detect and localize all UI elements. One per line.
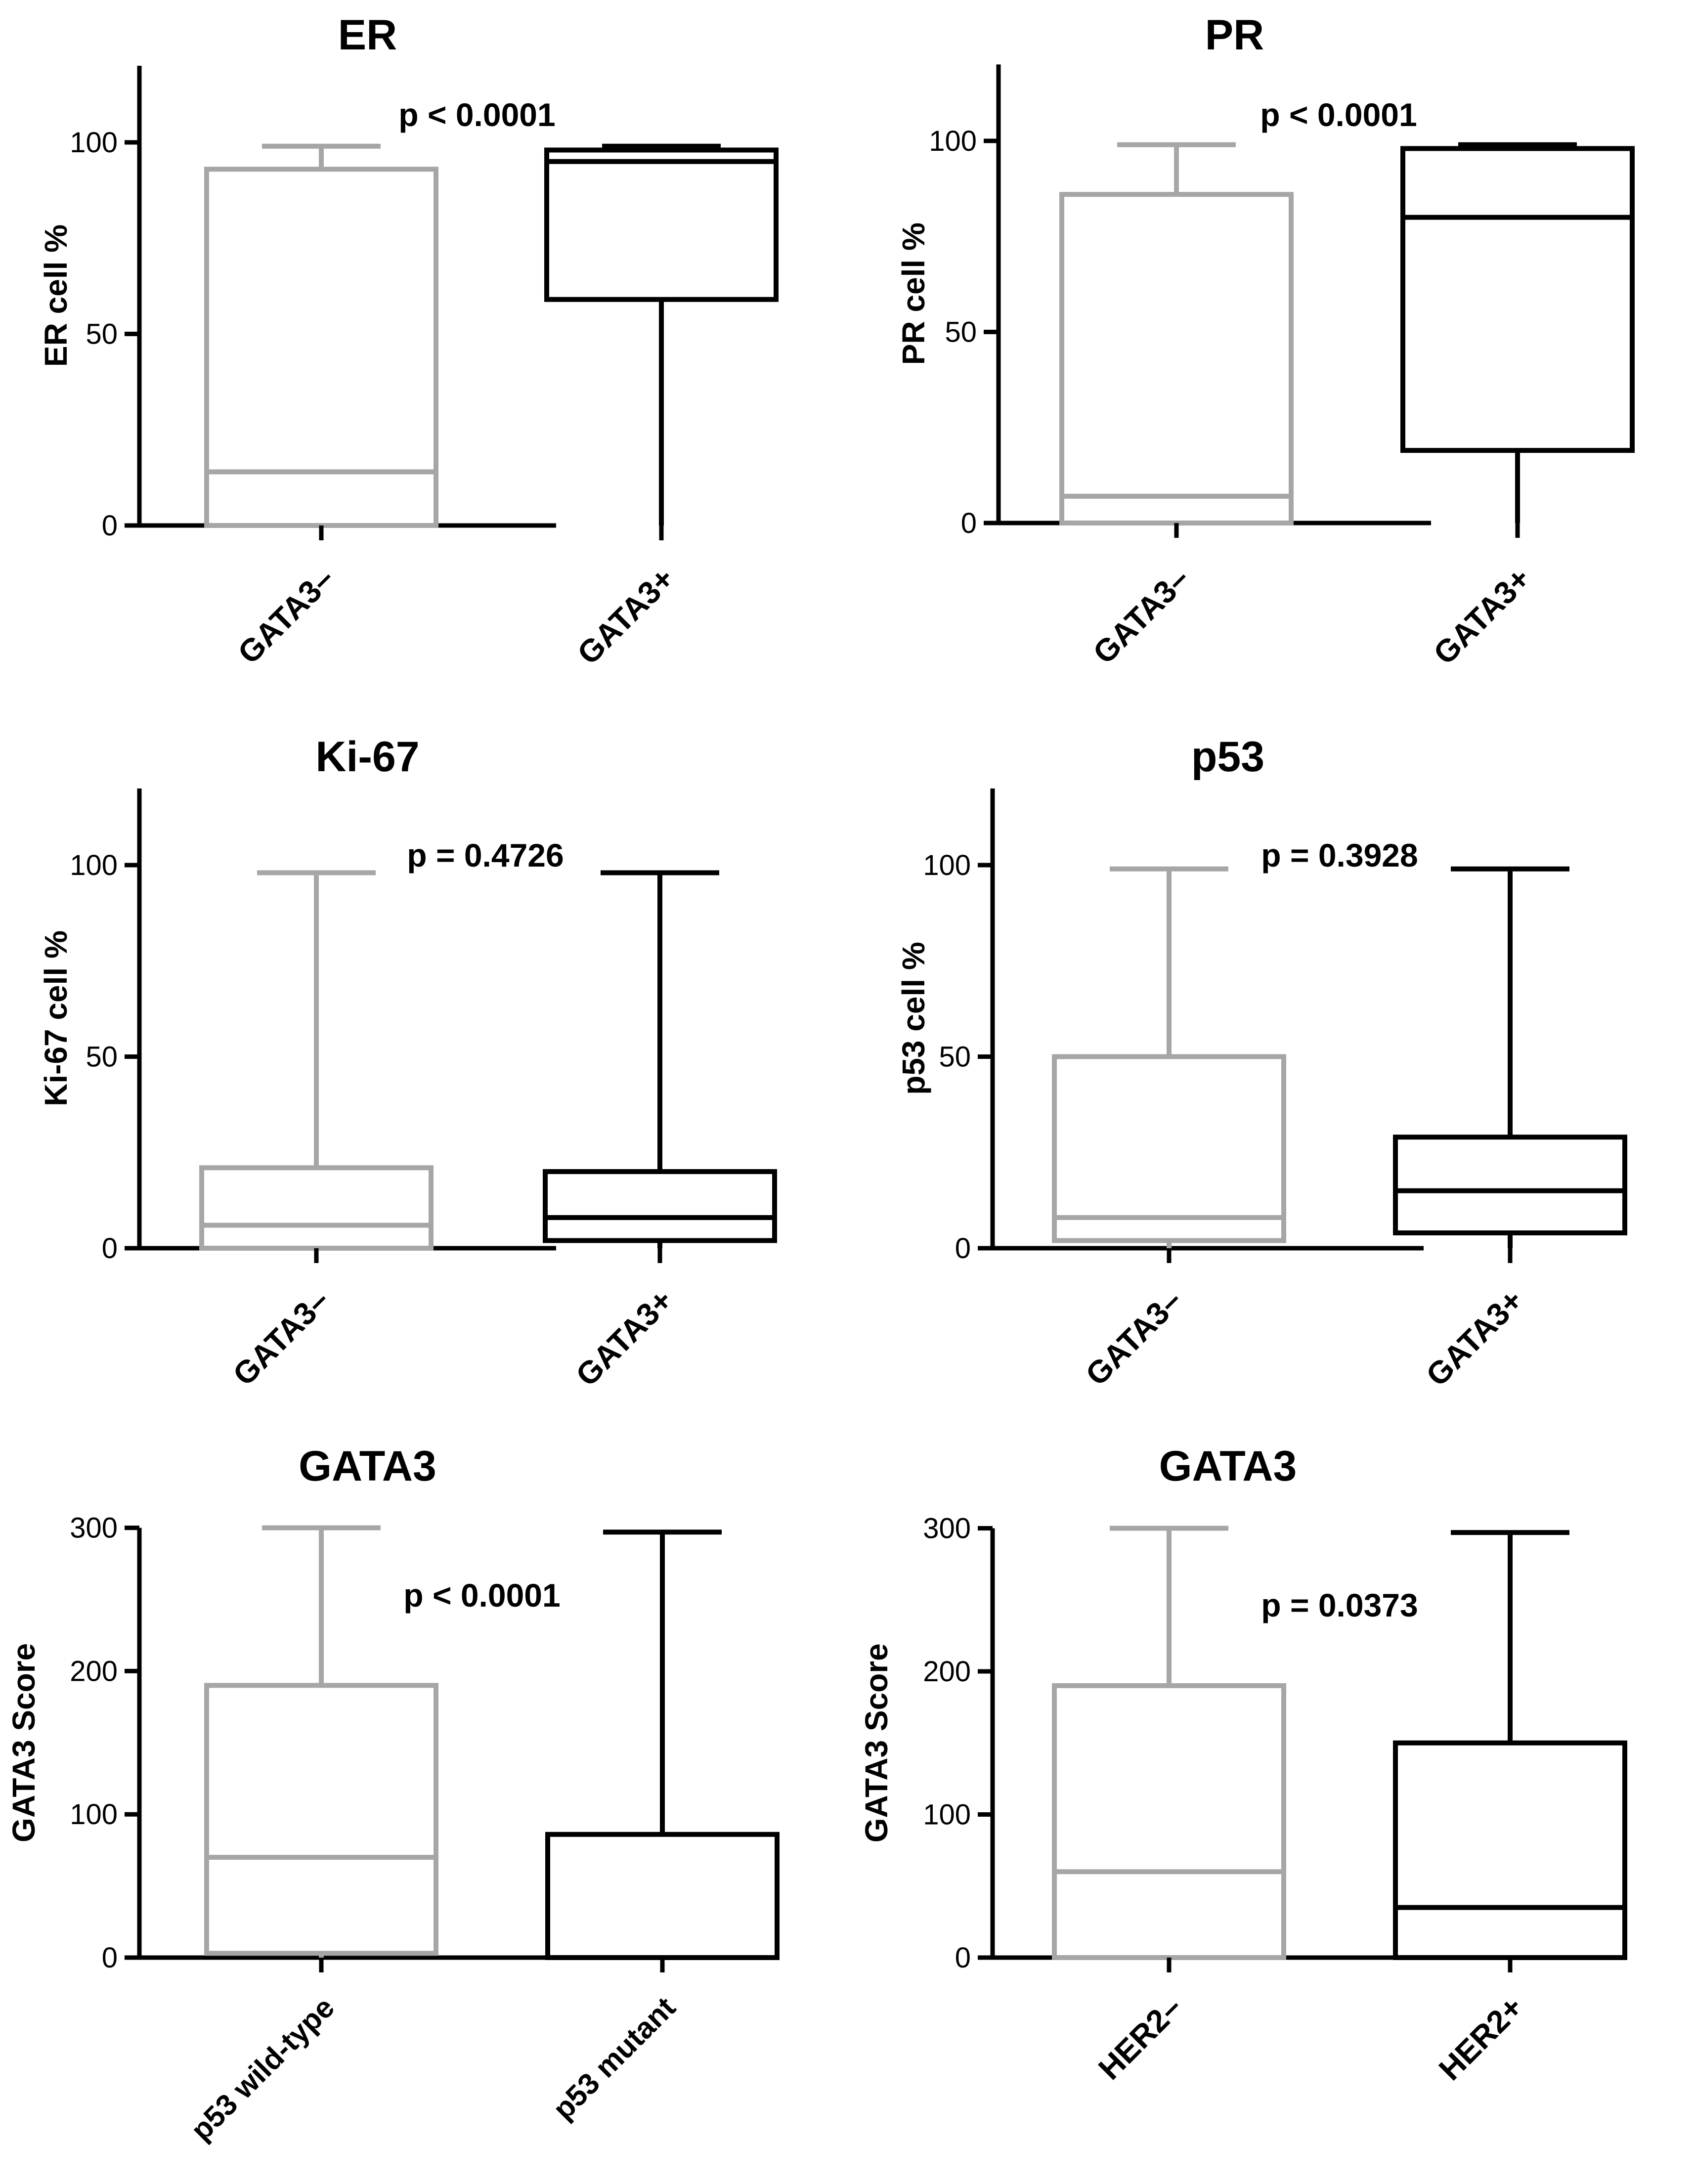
box-gata3-neg	[204, 143, 438, 528]
y-axis-label: Ki-67 cell %	[38, 930, 74, 1106]
box-p53-mutant	[545, 1529, 780, 1960]
chart-title: p53	[1191, 733, 1264, 781]
chart-title: GATA3	[299, 1442, 436, 1490]
x-tick-label: GATA3–	[226, 1282, 336, 1393]
iqr-box	[1393, 1135, 1627, 1235]
p-value-annotation: p < 0.0001	[403, 1577, 560, 1614]
y-tick-label: 100	[923, 1799, 971, 1831]
y-tick-label: 100	[923, 849, 971, 881]
x-tick-label: GATA3–	[1086, 561, 1196, 671]
chart-title: ER	[338, 11, 397, 59]
y-tick-label: 200	[70, 1655, 118, 1687]
iqr-box	[1393, 1740, 1627, 1960]
iqr-box	[544, 147, 779, 302]
x-tick-label: GATA3–	[231, 561, 341, 671]
x-tick-label: HER2–	[1091, 1989, 1189, 2087]
p-value-annotation: p = 0.3928	[1261, 837, 1418, 874]
x-tick-label: GATA3+	[1427, 561, 1537, 671]
iqr-box	[543, 1169, 777, 1243]
x-tick-label: p53 mutant	[547, 1991, 682, 2126]
box-p53-wild-type	[204, 1525, 438, 1958]
x-tick-label: GATA3+	[570, 561, 681, 671]
y-tick-label: 0	[961, 507, 977, 539]
y-tick-label: 100	[929, 125, 977, 157]
y-tick-label: 50	[945, 316, 977, 349]
box-her2-neg	[1052, 1526, 1286, 1960]
box-gata3-neg	[199, 870, 434, 1251]
y-tick-label: 50	[939, 1041, 971, 1073]
iqr-box	[1059, 192, 1294, 526]
y-tick-label: 0	[955, 1942, 971, 1974]
panel-3-ki-67: Ki-67 0 50 100 Ki-67 cell % p = 0.4726 GATA3– G…	[38, 733, 777, 1393]
box-gata3-pos	[1400, 142, 1635, 523]
p-value-annotation: p = 0.4726	[407, 837, 564, 874]
iqr-box	[204, 1683, 438, 1956]
y-tick-label: 50	[86, 1041, 118, 1073]
x-tick-label: HER2+	[1432, 1989, 1530, 2087]
y-tick-label: 0	[102, 1942, 118, 1974]
y-tick-label: 100	[70, 849, 118, 881]
y-tick-label: 200	[923, 1656, 971, 1688]
box-gata3-pos	[543, 870, 777, 1248]
x-tick-label: p53 wild-type	[184, 1991, 341, 2147]
box-gata3-pos	[544, 143, 779, 525]
box-gata3-pos	[1393, 866, 1627, 1248]
panel-5-gata3: GATA3 0 100 200 300 GATA3 Score p < 0.0001 p53 …	[6, 1442, 780, 2147]
y-axis-label: ER cell %	[38, 224, 74, 367]
p-value-annotation: p < 0.0001	[398, 96, 555, 133]
x-tick-label: GATA3–	[1079, 1282, 1189, 1393]
p-value-annotation: p = 0.0373	[1261, 1587, 1418, 1623]
panel-1-er: ER 0 50 100 ER cell % p < 0.0001 GATA3– GATA3+	[38, 11, 779, 671]
y-axis-label: GATA3 Score	[6, 1643, 42, 1842]
y-axis-label: PR cell %	[896, 222, 931, 365]
iqr-box	[545, 1832, 780, 1960]
panel-4-p53: p53 0 50 100 p53 cell % p = 0.3928 GATA3– GATA3…	[896, 733, 1627, 1393]
chart-title: GATA3	[1159, 1442, 1297, 1490]
panel-6-gata3: GATA3 0 100 200 300 GATA3 Score p = 0.0373 HER2…	[859, 1442, 1627, 2087]
y-tick-label: 0	[102, 1232, 118, 1265]
p-value-annotation: p < 0.0001	[1260, 96, 1417, 133]
y-tick-label: 300	[923, 1513, 971, 1545]
x-tick-label: GATA3+	[569, 1282, 680, 1393]
panel-2-pr: PR 0 50 100 PR cell % p < 0.0001 GATA3– GATA3+	[896, 11, 1635, 671]
y-axis-label: p53 cell %	[896, 942, 931, 1095]
y-tick-label: 0	[955, 1232, 971, 1265]
y-tick-label: 50	[86, 318, 118, 350]
y-axis-label: GATA3 Score	[859, 1643, 894, 1842]
box-gata3-neg	[1059, 142, 1294, 526]
box-her2-pos	[1393, 1530, 1627, 1960]
x-tick-label: GATA3+	[1419, 1282, 1530, 1393]
y-tick-label: 100	[70, 1798, 118, 1831]
chart-title: PR	[1205, 11, 1264, 59]
iqr-box	[1052, 1054, 1286, 1243]
iqr-box	[1400, 146, 1635, 453]
box-gata3-neg	[1052, 866, 1286, 1248]
iqr-box	[1052, 1683, 1286, 1960]
y-tick-label: 100	[70, 127, 118, 159]
iqr-box	[199, 1165, 434, 1251]
chart-title: Ki-67	[315, 733, 419, 781]
y-tick-label: 0	[102, 510, 118, 542]
y-tick-label: 300	[70, 1512, 118, 1544]
